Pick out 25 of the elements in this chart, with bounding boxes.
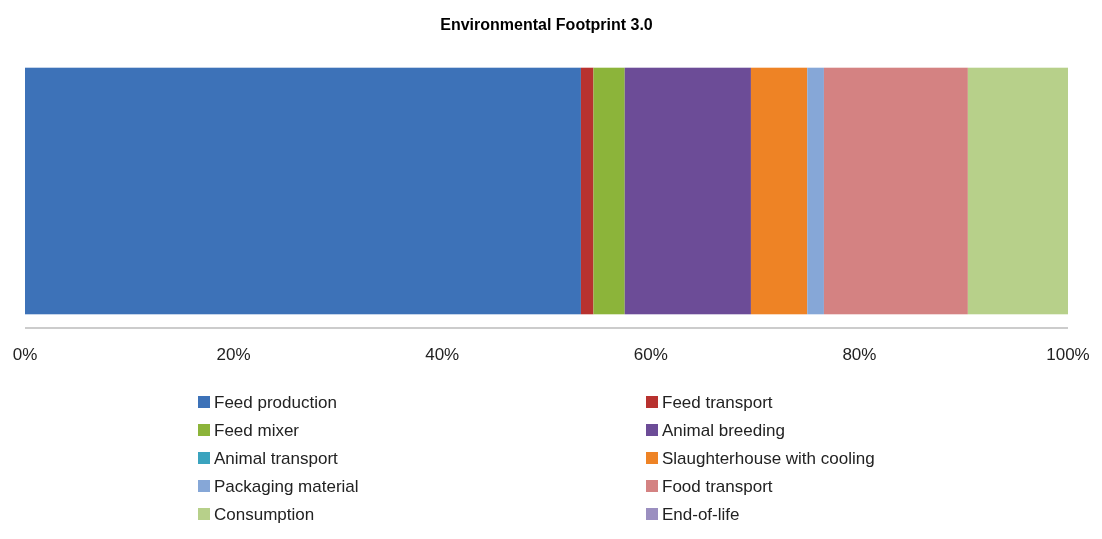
bar xyxy=(624,67,751,315)
bar xyxy=(580,67,594,315)
bar xyxy=(967,67,1068,315)
bar xyxy=(750,67,808,315)
bar xyxy=(823,67,968,315)
x-tick-label: 80% xyxy=(842,345,877,364)
bar xyxy=(593,67,625,315)
legend-label: Feed transport xyxy=(662,393,773,412)
legend-label: Consumption xyxy=(214,505,315,524)
legend-label: Animal transport xyxy=(214,449,339,468)
x-tick-label: 20% xyxy=(216,345,251,364)
x-tick-label: 60% xyxy=(633,345,668,364)
legend-label: Packaging material xyxy=(214,477,359,496)
bar xyxy=(25,67,581,315)
legend-label: Animal breeding xyxy=(662,421,785,440)
legend-label: Feed production xyxy=(214,393,337,412)
legend-label: Food transport xyxy=(662,477,773,496)
legend-label: Slaughterhouse with cooling xyxy=(662,449,875,468)
x-tick-label: 40% xyxy=(425,345,460,364)
legend-label: Feed mixer xyxy=(214,421,300,440)
x-tick-label: 100% xyxy=(1046,345,1090,364)
chart-title: Environmental Footprint 3.0 xyxy=(440,16,653,33)
bar xyxy=(807,67,824,315)
x-tick-label: 0% xyxy=(12,345,38,364)
legend-label: End-of-life xyxy=(662,505,740,524)
